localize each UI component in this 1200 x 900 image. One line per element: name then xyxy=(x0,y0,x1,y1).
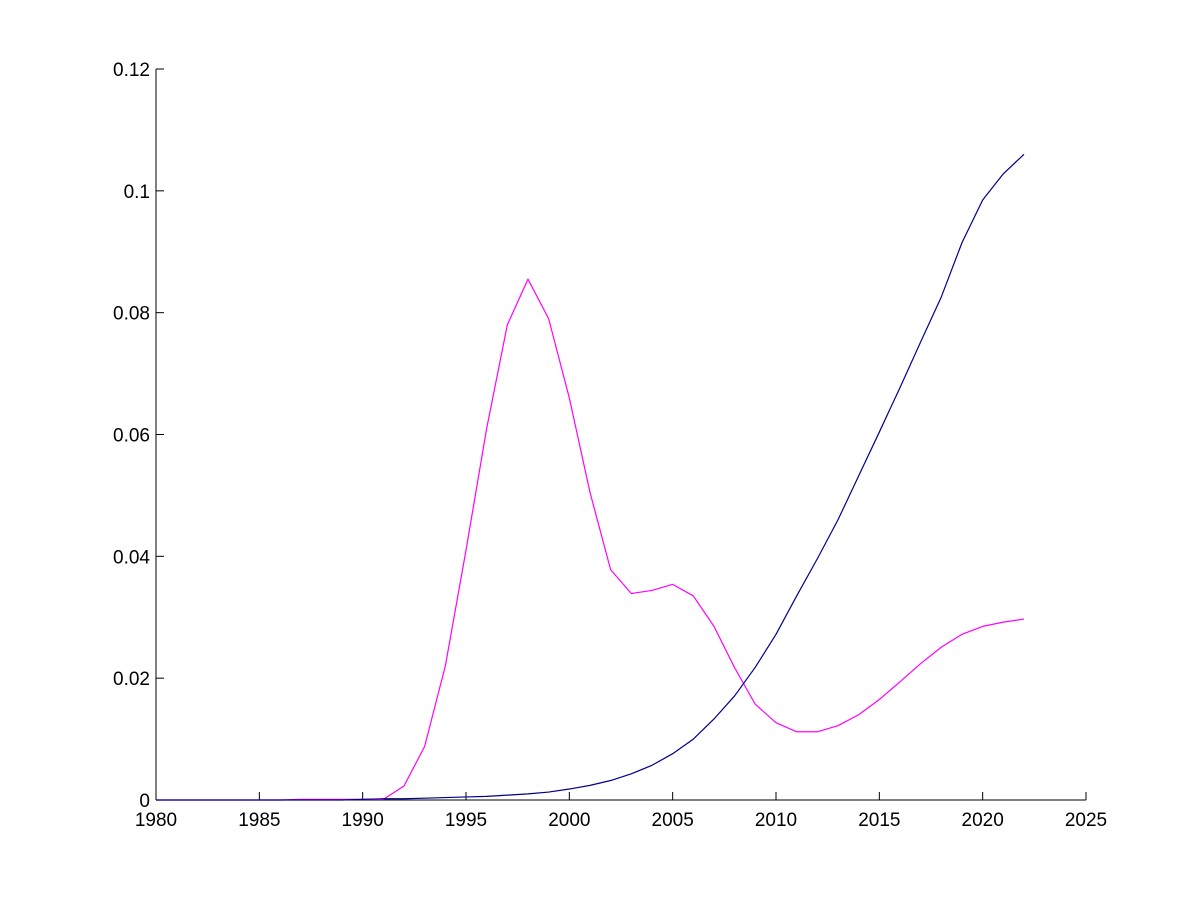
data-point xyxy=(713,717,716,720)
data-point xyxy=(857,713,860,716)
data-point xyxy=(527,278,530,281)
data-point xyxy=(837,724,840,727)
x-tick-label: 1990 xyxy=(342,810,384,831)
data-point xyxy=(1023,153,1026,156)
x-tick-label: 2015 xyxy=(858,810,900,831)
data-point xyxy=(630,772,633,775)
y-tick-label: 0.04 xyxy=(113,547,150,568)
data-point xyxy=(630,592,633,595)
y-tick-label: 0 xyxy=(139,791,150,812)
data-point xyxy=(981,198,984,201)
data-point xyxy=(692,738,695,741)
data-point xyxy=(589,784,592,787)
data-point xyxy=(217,799,220,802)
data-point xyxy=(754,703,757,706)
data-point xyxy=(795,594,798,597)
data-point xyxy=(609,568,612,571)
y-tick-label: 0.1 xyxy=(124,182,150,203)
data-point xyxy=(1002,172,1005,175)
data-point xyxy=(651,764,654,767)
data-point xyxy=(403,784,406,787)
data-point xyxy=(899,386,902,389)
y-tick-label: 0.06 xyxy=(113,426,150,447)
x-tick-label: 2020 xyxy=(962,810,1004,831)
data-point xyxy=(382,797,385,800)
plot-area xyxy=(155,153,1026,802)
data-point xyxy=(485,795,488,798)
data-point xyxy=(878,431,881,434)
x-tick-label: 2010 xyxy=(755,810,797,831)
data-point xyxy=(940,295,943,298)
data-point xyxy=(341,799,344,802)
data-point xyxy=(713,625,716,628)
data-point xyxy=(506,794,509,797)
data-point xyxy=(919,340,922,343)
data-point xyxy=(423,745,426,748)
data-point xyxy=(361,798,364,801)
series-points-1 xyxy=(155,278,1026,802)
data-point xyxy=(485,427,488,430)
x-tick-label: 2005 xyxy=(652,810,694,831)
data-point xyxy=(733,694,736,697)
data-point xyxy=(795,730,798,733)
data-point xyxy=(547,791,550,794)
data-point xyxy=(961,241,964,244)
y-tick-label: 0.12 xyxy=(113,60,150,81)
data-point xyxy=(692,594,695,597)
data-point xyxy=(279,799,282,802)
data-point xyxy=(320,799,323,802)
data-point xyxy=(671,752,674,755)
data-point xyxy=(981,625,984,628)
x-tick-label: 2025 xyxy=(1065,810,1107,831)
data-point xyxy=(175,799,178,802)
y-tick-label: 0.08 xyxy=(113,304,150,325)
series-points-2 xyxy=(155,153,1026,802)
data-point xyxy=(857,474,860,477)
data-point xyxy=(899,680,902,683)
data-point xyxy=(961,633,964,636)
data-point xyxy=(444,664,447,667)
data-point xyxy=(733,666,736,669)
data-point xyxy=(671,583,674,586)
data-point xyxy=(423,797,426,800)
data-point xyxy=(816,730,819,733)
data-point xyxy=(527,792,530,795)
x-tick-label: 1980 xyxy=(135,810,177,831)
data-point xyxy=(444,796,447,799)
series-line-1 xyxy=(156,278,1025,801)
data-point xyxy=(816,557,819,560)
y-tick-label: 0.02 xyxy=(113,669,150,690)
x-tick-label: 1985 xyxy=(238,810,280,831)
series-line-2 xyxy=(156,153,1025,801)
data-point xyxy=(919,662,922,665)
data-point xyxy=(465,549,468,552)
data-point xyxy=(878,698,881,701)
data-point xyxy=(155,799,158,802)
data-point xyxy=(403,797,406,800)
data-point xyxy=(547,317,550,320)
data-point xyxy=(775,721,778,724)
data-point xyxy=(196,799,199,802)
data-point xyxy=(237,799,240,802)
data-point xyxy=(651,589,654,592)
data-point xyxy=(568,396,571,399)
data-point xyxy=(589,491,592,494)
data-point xyxy=(299,799,302,802)
data-point xyxy=(506,323,509,326)
data-point xyxy=(1002,621,1005,624)
data-point xyxy=(940,646,943,649)
x-tick-label: 1995 xyxy=(445,810,487,831)
data-point xyxy=(568,788,571,791)
axes: 1980 1985 1990 1995 2000 2005 2010 2015 2020 2025… xyxy=(113,60,1107,831)
data-point xyxy=(465,795,468,798)
data-point xyxy=(258,799,261,802)
data-point xyxy=(775,633,778,636)
data-point xyxy=(754,666,757,669)
data-point xyxy=(1023,618,1026,621)
data-point xyxy=(609,779,612,782)
data-point xyxy=(837,518,840,521)
x-tick-label: 2000 xyxy=(548,810,590,831)
